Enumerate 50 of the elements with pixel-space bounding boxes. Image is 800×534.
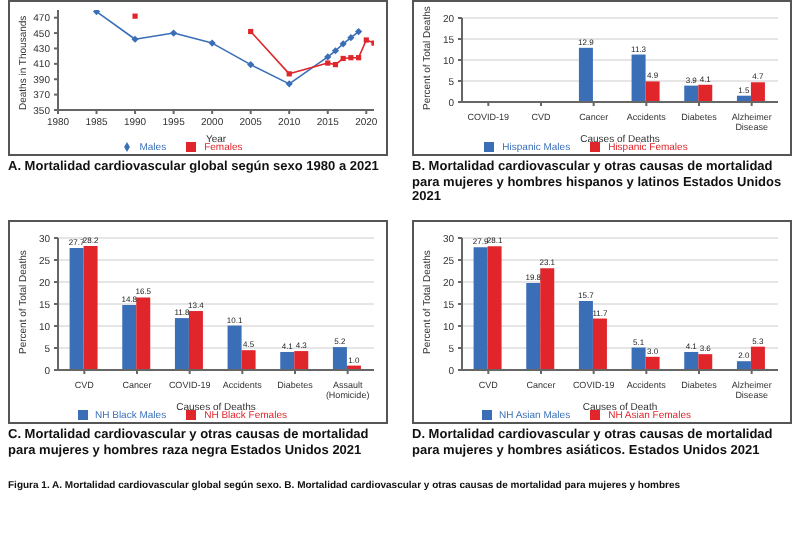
bar <box>473 247 488 370</box>
bar <box>645 356 660 370</box>
bar <box>750 346 765 370</box>
point <box>324 53 332 61</box>
bar <box>122 304 137 370</box>
point <box>286 71 292 77</box>
bar <box>83 245 98 370</box>
point <box>331 47 340 55</box>
point <box>325 60 331 66</box>
bar <box>736 361 751 370</box>
point <box>363 37 369 43</box>
bar <box>684 351 699 370</box>
bar <box>241 350 256 370</box>
bar <box>578 300 593 370</box>
point <box>131 35 139 43</box>
bar <box>280 351 295 370</box>
bar <box>578 47 593 102</box>
point <box>208 39 216 47</box>
point <box>170 29 178 37</box>
bar <box>332 347 347 370</box>
bar <box>136 297 151 370</box>
point <box>132 13 138 19</box>
bar <box>698 354 713 370</box>
point <box>332 62 339 68</box>
bar <box>698 84 713 102</box>
bar <box>487 246 502 370</box>
bar <box>645 81 660 102</box>
bar <box>69 248 84 370</box>
point <box>248 28 254 35</box>
line-series <box>92 10 363 88</box>
point <box>348 55 354 61</box>
bar <box>684 85 699 102</box>
bar <box>227 325 242 370</box>
point <box>247 61 255 69</box>
bar <box>540 268 555 370</box>
bar <box>631 347 646 370</box>
bar <box>750 82 765 102</box>
bar <box>188 311 203 370</box>
bar <box>294 351 309 370</box>
point <box>347 34 355 42</box>
point <box>92 10 101 16</box>
point <box>285 80 293 88</box>
point <box>355 55 362 61</box>
point <box>339 40 347 48</box>
bar <box>526 282 541 370</box>
bar <box>631 54 646 102</box>
bar <box>174 318 189 370</box>
point <box>340 55 346 62</box>
bar <box>592 318 607 370</box>
point <box>354 27 363 36</box>
